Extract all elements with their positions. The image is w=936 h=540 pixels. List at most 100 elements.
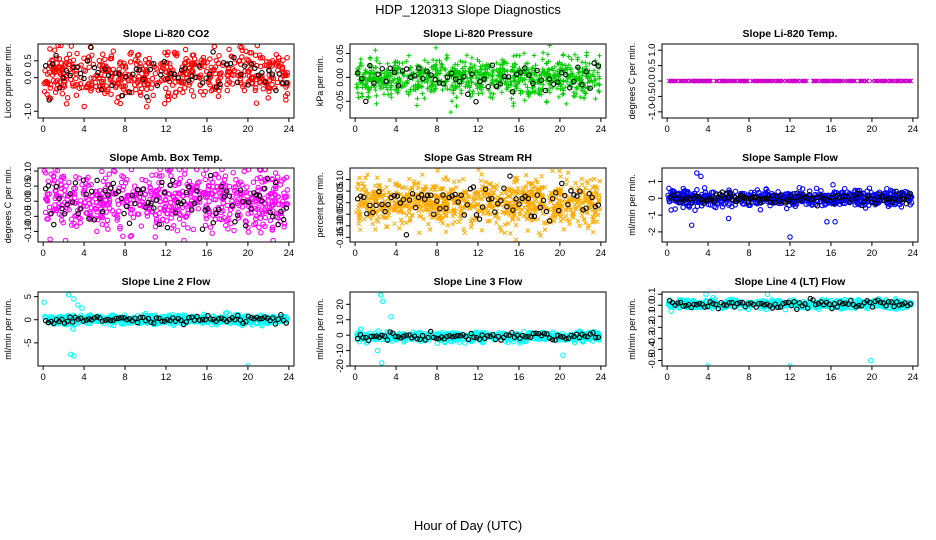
data-point [587, 200, 593, 206]
data-point [178, 80, 184, 86]
data-point [357, 216, 363, 222]
figure-title: HDP_120313 Slope Diagnostics [375, 2, 561, 17]
mean-point [534, 192, 541, 198]
data-point [50, 173, 57, 179]
x-tick-label: 20 [867, 124, 878, 135]
data-point [486, 210, 491, 216]
outlier-point [64, 95, 71, 101]
data-point [408, 204, 414, 210]
mean-point [416, 65, 422, 71]
data-point [530, 65, 535, 71]
mean-point [528, 213, 535, 219]
data-point [275, 193, 282, 200]
x-tick-label: 24 [596, 124, 607, 135]
data-point [462, 59, 468, 65]
data-point [516, 205, 522, 211]
data-point [195, 205, 202, 212]
data-point [438, 61, 444, 67]
outlier-point [698, 173, 704, 180]
y-tick-label: -0.05 [335, 203, 346, 225]
data-point [407, 217, 413, 222]
mean-point [245, 82, 251, 88]
mean-point [217, 81, 223, 88]
y-tick-label: 0 [647, 196, 658, 201]
data-point [284, 69, 291, 76]
mean-point [421, 196, 428, 202]
mean-point [97, 195, 103, 202]
data-point [564, 67, 570, 72]
data-point [536, 230, 542, 236]
mean-point [364, 211, 370, 217]
data-point [487, 203, 493, 209]
data-point [578, 205, 584, 210]
data-point [561, 79, 566, 84]
data-point [181, 237, 187, 242]
data-point [120, 83, 127, 90]
data-point [558, 86, 563, 92]
mean-point [59, 316, 65, 323]
data-point [439, 185, 444, 191]
data-point [57, 71, 64, 78]
data-point [594, 219, 600, 225]
mean-point [482, 186, 489, 192]
data-point [131, 183, 138, 189]
mean-point [99, 208, 106, 215]
data-point [510, 189, 516, 194]
data-point [592, 83, 597, 88]
data-point [425, 221, 431, 227]
data-point [590, 229, 596, 235]
data-point [802, 78, 807, 84]
data-point [489, 203, 495, 209]
data-point [148, 312, 155, 319]
data-point [378, 207, 383, 213]
mean-point [126, 89, 133, 95]
data-point [177, 175, 184, 182]
data-point [231, 227, 237, 234]
mean-point [379, 201, 385, 208]
mean-point [105, 316, 111, 323]
data-point [396, 225, 402, 231]
data-point [396, 75, 402, 81]
mean-point [185, 77, 192, 84]
data-point [533, 177, 539, 183]
data-point [180, 314, 187, 320]
mean-point [790, 198, 796, 205]
data-point [531, 205, 537, 210]
mean-point [428, 72, 434, 78]
data-point [284, 54, 290, 61]
mean-point [555, 207, 562, 214]
data-point [103, 83, 109, 89]
mean-point [507, 173, 513, 179]
data-point [363, 188, 369, 193]
outlier-point [824, 219, 830, 225]
subplot-title: Slope Amb. Box Temp. [109, 152, 222, 164]
mean-point [367, 202, 373, 209]
mean-point [283, 80, 290, 86]
data-point [450, 221, 456, 227]
data-point [497, 225, 503, 230]
data-point [873, 78, 879, 84]
data-point [489, 77, 495, 83]
mean-point [67, 191, 73, 197]
mean-point [672, 196, 679, 202]
data-point [99, 51, 106, 58]
mean-point [137, 190, 144, 197]
mean-point [518, 69, 524, 76]
mean-point [95, 69, 101, 76]
data-point [692, 207, 698, 214]
data-point [259, 209, 266, 215]
data-point [245, 57, 252, 64]
data-point [502, 222, 508, 227]
data-point [153, 65, 160, 71]
data-point [783, 205, 790, 212]
mean-point [234, 79, 241, 86]
data-point [378, 86, 384, 92]
data-point [592, 58, 598, 63]
data-point [408, 87, 413, 92]
data-point [68, 320, 75, 327]
data-point [463, 68, 468, 74]
mean-point [897, 190, 903, 197]
data-point [68, 216, 75, 223]
data-point [386, 72, 391, 77]
